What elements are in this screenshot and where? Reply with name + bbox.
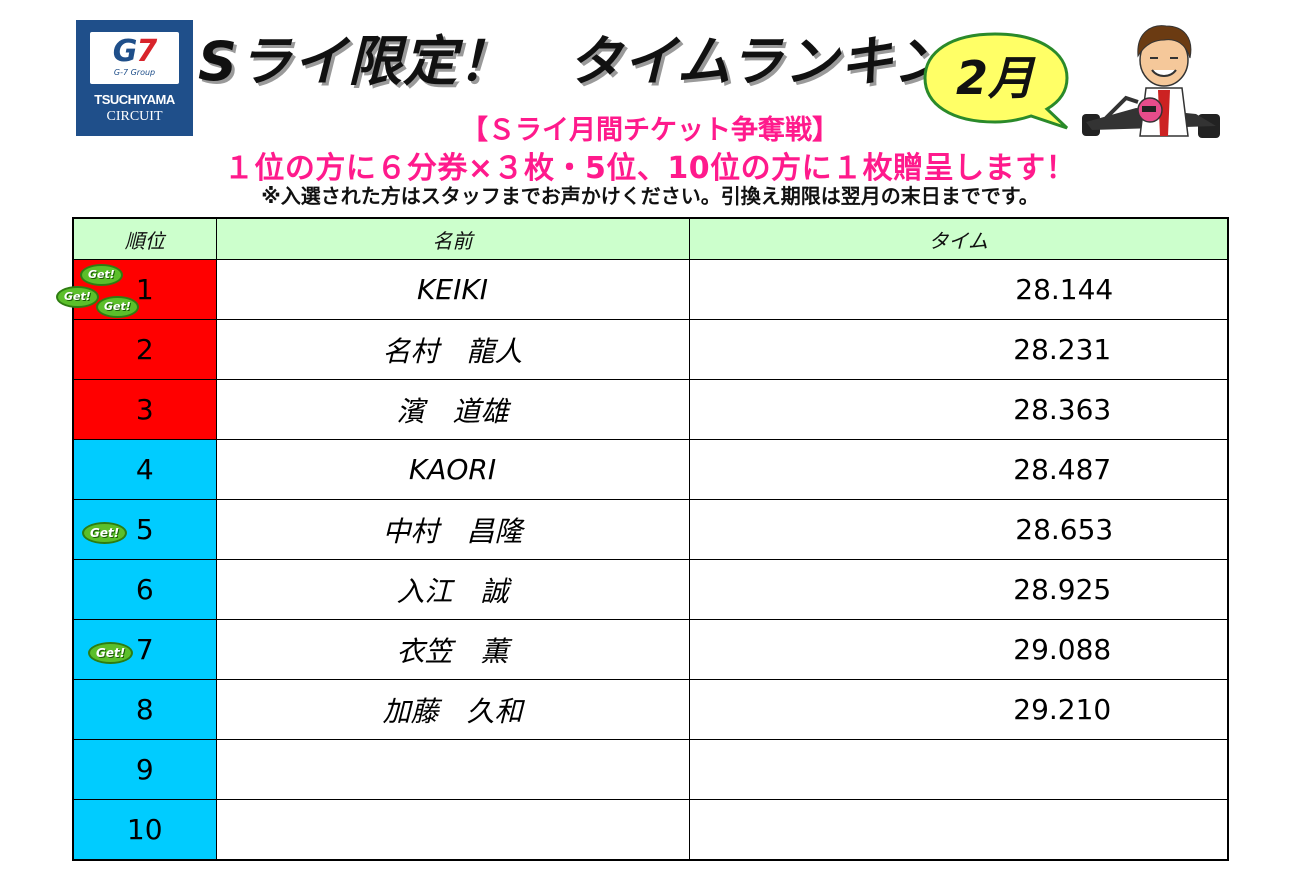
player-name: 入江 誠 [215, 559, 690, 620]
table-row: 4 KAORI 28.487 [72, 439, 1229, 500]
lap-time: 29.210 [688, 679, 1229, 740]
lap-time: 28.231 [688, 319, 1229, 380]
month-label: 2月 [955, 51, 1034, 105]
lap-time: 28.653 [688, 499, 1229, 560]
rank-number: 8 [135, 693, 154, 726]
player-name: KAORI [215, 439, 690, 500]
notice-text: ※入選された方はスタッフまでお声かけください。引換え期限は翌月の末日までです。 [261, 184, 1039, 208]
get-badge-icon: Get! [82, 522, 128, 544]
player-name [215, 799, 690, 861]
racer-character-icon [1076, 18, 1228, 144]
rank-cell: 3 [72, 379, 217, 440]
player-name: 加藤 久和 [215, 679, 690, 740]
logo-g7-mark: G7 [112, 34, 157, 69]
lap-time: 29.088 [688, 619, 1229, 680]
header-time: タイム [688, 217, 1229, 260]
table-row: 9 [72, 739, 1229, 800]
table-row: 6 入江 誠 28.925 [72, 559, 1229, 620]
logo-badge: G7 G-7 Group [90, 32, 179, 84]
rank-cell: 2 [72, 319, 217, 380]
lap-time [688, 799, 1229, 861]
player-name: KEIKI [215, 259, 690, 320]
table-row: 10 [72, 799, 1229, 861]
lap-time-value: 28.925 [1013, 573, 1112, 606]
logo-group-text: G-7 Group [113, 68, 156, 77]
prize-description: １位の方に６分券×３枚・5位、10位の方に１枚贈呈します！ [223, 151, 1077, 186]
header-name: 名前 [215, 217, 690, 260]
table-row: Get! 5 中村 昌隆 28.653 [72, 499, 1229, 560]
rank-cell: 10 [72, 799, 217, 861]
month-bubble: 2月 [921, 30, 1073, 130]
lap-time-value: 28.487 [1013, 453, 1112, 486]
lap-time-value: 28.653 [1015, 513, 1114, 546]
rank-cell: Get! Get! Get! 1 [56, 259, 217, 320]
rank-cell: Get! 7 [72, 619, 217, 680]
player-name: 中村 昌隆 [215, 499, 690, 560]
player-name: 名村 龍人 [215, 319, 690, 380]
rank-number: 2 [135, 333, 154, 366]
rank-cell: Get! 5 [72, 499, 217, 560]
rank-cell: 6 [72, 559, 217, 620]
rank-number: 9 [135, 753, 154, 786]
lap-time-value: 29.210 [1013, 693, 1112, 726]
lap-time-value: 29.088 [1013, 633, 1112, 666]
lap-time-value: 28.363 [1013, 393, 1112, 426]
table-row: 8 加藤 久和 29.210 [72, 679, 1229, 740]
rank-number: 4 [135, 453, 154, 486]
table-row: 3 濱 道雄 28.363 [72, 379, 1229, 440]
lap-time: 28.925 [688, 559, 1229, 620]
lap-time: 28.363 [688, 379, 1229, 440]
header-rank: 順位 [72, 217, 217, 260]
lap-time: 28.144 [688, 259, 1229, 320]
logo-name-line2: CIRCUIT [106, 109, 163, 124]
rank-number: 1 [135, 273, 154, 306]
rank-cell: 4 [72, 439, 217, 500]
page-title: Sライ限定！ タイムランキング [198, 30, 1003, 93]
table-row: 2 名村 龍人 28.231 [72, 319, 1229, 380]
lap-time-value: 28.144 [1015, 273, 1114, 306]
player-name: 衣笠 薫 [215, 619, 690, 680]
rank-cell: 8 [72, 679, 217, 740]
table-row: Get! 7 衣笠 薫 29.088 [72, 619, 1229, 680]
rank-number: 7 [135, 633, 154, 666]
get-badge-icon: Get! [88, 642, 134, 664]
lap-time-value: 28.231 [1013, 333, 1112, 366]
lap-time [688, 739, 1229, 800]
table-row: Get! Get! Get! 1 KEIKI 28.144 [56, 259, 1229, 320]
player-name: 濱 道雄 [215, 379, 690, 440]
player-name [215, 739, 690, 800]
ranking-table: 順位 名前 タイム Get! Get! Get! 1 KEIKI 28.144 … [56, 217, 1229, 861]
speech-bubble-icon [923, 32, 1069, 130]
campaign-subtitle: 【Ｓライ月間チケット争奪戦】 [461, 115, 839, 146]
circuit-logo: G7 G-7 Group TSUCHIYAMA CIRCUIT [76, 20, 193, 136]
rank-cell: 9 [72, 739, 217, 800]
get-badge-icon: Get! [80, 264, 123, 286]
rank-number: 10 [126, 813, 163, 846]
lap-time: 28.487 [688, 439, 1229, 500]
rank-number: 5 [135, 513, 154, 546]
get-badge-icon: Get! [56, 286, 99, 308]
rank-number: 3 [135, 393, 154, 426]
table-header-row: 順位 名前 タイム [72, 217, 1229, 260]
logo-name-line1: TSUCHIYAMA [94, 92, 175, 107]
rank-number: 6 [135, 573, 154, 606]
get-badge-icon: Get! [96, 296, 139, 318]
